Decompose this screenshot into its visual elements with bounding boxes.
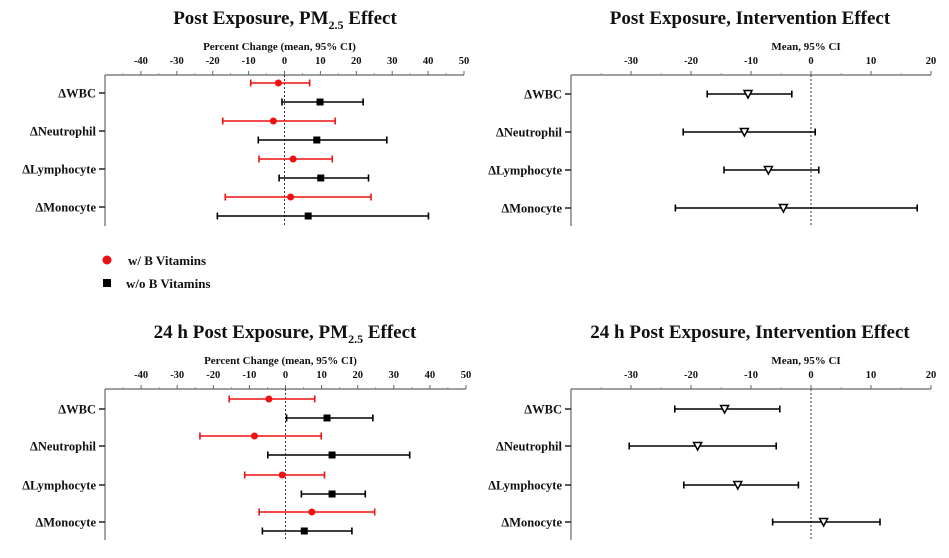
panel-2: Post Exposure, Intervention Effect Mean, …	[488, 8, 936, 226]
x-axis-label: Percent Change (mean, 95% CI)	[204, 355, 357, 367]
x-tick-label: 50	[459, 56, 470, 67]
mean-point-square	[317, 174, 325, 182]
mean-point-square	[328, 451, 336, 459]
panel-title: Post Exposure, PM2.5 Effect	[173, 8, 397, 32]
x-tick-label: 40	[423, 56, 434, 67]
mean-point-circle	[274, 79, 282, 87]
y-category-label: ΔWBC	[58, 403, 96, 417]
x-tick-label: -20	[684, 370, 698, 381]
x-tick-label: -30	[170, 56, 184, 67]
legend-label-with-b-vitamins: w/ B Vitamins	[128, 253, 206, 268]
panel-title-subscript: 2.5	[348, 332, 363, 346]
mean-point-square	[304, 212, 312, 220]
legend-marker-with-b-vitamins	[102, 255, 112, 265]
x-tick-label: -30	[624, 370, 638, 381]
mean-point-circle	[278, 471, 286, 479]
y-category-label: ΔMonocyte	[501, 516, 562, 530]
x-tick-label: 30	[389, 370, 400, 381]
x-tick-label: 20	[351, 56, 362, 67]
panel-title-suffix: Effect	[344, 8, 398, 29]
x-axis-label: Mean, 95% CI	[771, 355, 840, 367]
x-tick-label: 40	[425, 370, 436, 381]
x-tick-label: 50	[461, 370, 472, 381]
mean-point-circle	[250, 432, 258, 440]
y-category-label: ΔLymphocyte	[22, 163, 96, 177]
y-category-label: ΔNeutrophil	[496, 440, 562, 454]
x-tick-label: 20	[352, 370, 363, 381]
x-tick-label: -10	[242, 56, 256, 67]
y-category-label: ΔNeutrophil	[30, 440, 96, 454]
x-axis-label: Percent Change (mean, 95% CI)	[203, 41, 356, 53]
mean-point-circle	[289, 155, 297, 163]
mean-point-triangle	[742, 89, 754, 100]
mean-point-circle	[287, 193, 295, 201]
legend-marker-without-b-vitamins	[103, 279, 111, 287]
mean-point-triangle	[818, 517, 829, 528]
x-tick-label: 10	[866, 370, 877, 381]
mean-point-triangle	[732, 480, 744, 491]
x-tick-label: -10	[744, 370, 758, 381]
x-tick-label: 20	[926, 56, 937, 67]
x-tick-label: 0	[808, 56, 813, 67]
mean-point-triangle	[692, 441, 703, 452]
y-category-label: ΔWBC	[58, 87, 96, 101]
mean-point-triangle	[763, 165, 774, 176]
mean-point-triangle	[778, 203, 789, 214]
y-category-label: ΔMonocyte	[35, 516, 96, 530]
panel-title-subscript: 2.5	[329, 18, 344, 32]
x-axis-label: Mean, 95% CI	[771, 41, 840, 53]
panel-title-text: 24 h Post Exposure, PM	[154, 322, 348, 343]
y-category-label: ΔNeutrophil	[30, 125, 96, 139]
mean-point-circle	[269, 117, 277, 125]
mean-point-triangle	[739, 127, 750, 138]
x-tick-label: -20	[206, 370, 220, 381]
x-tick-label: 20	[926, 370, 937, 381]
panel-3: 24 h Post Exposure, PM2.5 Effect Percent …	[22, 322, 471, 540]
mean-point-circle	[265, 395, 273, 403]
panel-title-text: Post Exposure, Intervention Effect	[610, 8, 891, 29]
mean-point-square	[323, 414, 331, 422]
x-tick-label: 10	[866, 56, 877, 67]
x-tick-label: -40	[134, 370, 148, 381]
panel-1: Post Exposure, PM2.5 Effect Percent Chang…	[22, 8, 469, 226]
panel-4: 24 h Post Exposure, Intervention Effect M…	[488, 322, 936, 540]
mean-point-circle	[308, 508, 316, 516]
panel-title-text: 24 h Post Exposure, Intervention Effect	[590, 322, 910, 343]
x-tick-label: -40	[134, 56, 148, 67]
x-tick-label: 0	[283, 370, 288, 381]
x-tick-label: -30	[624, 56, 638, 67]
panel-title: 24 h Post Exposure, PM2.5 Effect	[154, 322, 417, 346]
panel-title-text: Post Exposure, PM	[173, 8, 328, 29]
x-tick-label: -20	[684, 56, 698, 67]
mean-point-square	[300, 527, 308, 535]
y-category-label: ΔWBC	[524, 403, 562, 417]
panel-title: 24 h Post Exposure, Intervention Effect	[590, 322, 910, 343]
mean-point-square	[328, 490, 336, 498]
legend: w/ B Vitamins w/o B Vitamins	[102, 253, 211, 291]
x-tick-label: 0	[282, 56, 287, 67]
y-category-label: ΔLymphocyte	[488, 479, 562, 493]
y-category-label: ΔMonocyte	[35, 201, 96, 215]
x-tick-label: 0	[808, 370, 813, 381]
x-tick-label: 10	[315, 56, 326, 67]
x-tick-label: 30	[387, 56, 398, 67]
y-category-label: ΔLymphocyte	[22, 479, 96, 493]
panel-title-suffix: Effect	[363, 322, 417, 343]
x-tick-label: -30	[170, 370, 184, 381]
x-tick-label: -10	[242, 370, 256, 381]
panel-title: Post Exposure, Intervention Effect	[610, 8, 891, 29]
x-tick-label: 10	[316, 370, 327, 381]
legend-label-without-b-vitamins: w/o B Vitamins	[126, 276, 211, 291]
y-category-label: ΔMonocyte	[501, 202, 562, 216]
y-category-label: ΔNeutrophil	[496, 126, 562, 140]
x-tick-label: -10	[744, 56, 758, 67]
mean-point-triangle	[719, 404, 730, 415]
mean-point-square	[313, 136, 321, 144]
y-category-label: ΔWBC	[524, 88, 562, 102]
x-tick-label: -20	[206, 56, 220, 67]
mean-point-square	[316, 98, 324, 106]
y-category-label: ΔLymphocyte	[488, 164, 562, 178]
